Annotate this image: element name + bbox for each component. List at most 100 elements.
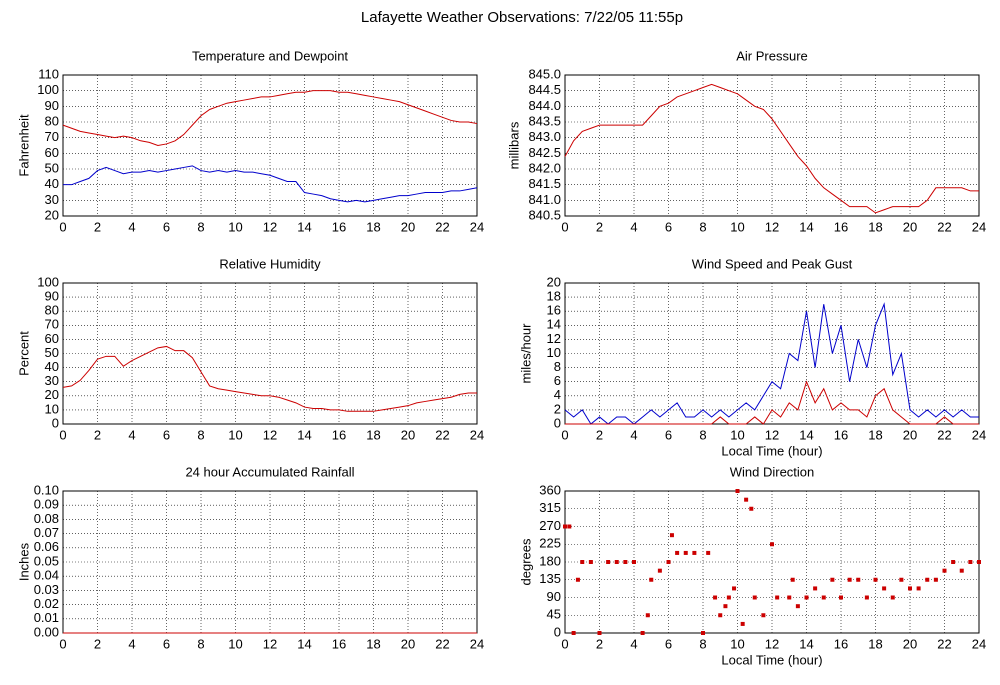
chart-title: Air Pressure xyxy=(736,48,808,63)
x-tick-label: 24 xyxy=(972,219,986,234)
data-point xyxy=(968,560,973,564)
data-point xyxy=(588,560,593,564)
data-point xyxy=(933,577,938,582)
x-tick-label: 4 xyxy=(128,427,135,442)
data-point xyxy=(804,595,809,600)
y-tick-label: 8 xyxy=(554,359,561,374)
data-point xyxy=(744,497,749,502)
x-tick-label: 22 xyxy=(937,427,951,442)
data-point xyxy=(951,560,956,564)
x-tick-label: 0 xyxy=(59,219,66,234)
x-tick-label: 24 xyxy=(470,636,484,651)
data-point xyxy=(813,586,818,591)
x-tick-label: 14 xyxy=(799,219,813,234)
x-tick-label: 10 xyxy=(730,219,744,234)
data-point xyxy=(873,577,878,582)
plot-frame xyxy=(62,282,478,425)
chart-title: Wind Speed and Peak Gust xyxy=(692,256,853,271)
x-tick-label: 24 xyxy=(972,427,986,442)
y-tick-label: 0 xyxy=(554,624,561,639)
y-tick-label: 270 xyxy=(539,518,561,533)
x-tick-label: 12 xyxy=(765,427,779,442)
y-tick-label: 18 xyxy=(547,289,561,304)
data-line xyxy=(62,90,478,147)
x-tick-label: 10 xyxy=(730,427,744,442)
data-point xyxy=(959,568,964,573)
x-tick-label: 24 xyxy=(470,427,484,442)
plot-frame xyxy=(564,74,980,217)
y-axis-label: Inches xyxy=(16,542,31,581)
x-tick-label: 6 xyxy=(163,636,170,651)
x-tick-label: 8 xyxy=(699,636,706,651)
x-tick-label: 4 xyxy=(128,636,135,651)
y-tick-label: 0.04 xyxy=(34,568,59,583)
x-tick-label: 20 xyxy=(903,427,917,442)
data-point xyxy=(977,560,981,564)
x-tick-label: 12 xyxy=(765,636,779,651)
x-tick-label: 16 xyxy=(834,427,848,442)
page-title: Lafayette Weather Observations: 7/22/05 … xyxy=(361,9,683,26)
y-tick-label: 100 xyxy=(37,82,59,97)
data-point xyxy=(669,533,674,538)
data-point xyxy=(790,577,795,582)
x-tick-label: 6 xyxy=(163,427,170,442)
y-tick-label: 6 xyxy=(554,373,561,388)
data-point xyxy=(606,560,611,564)
data-point xyxy=(740,621,745,626)
x-tick-label: 22 xyxy=(937,219,951,234)
x-tick-label: 16 xyxy=(332,427,346,442)
y-tick-label: 0.10 xyxy=(34,482,59,497)
x-axis-label: Local Time (hour) xyxy=(721,443,822,458)
y-tick-label: 100 xyxy=(37,274,59,289)
data-line xyxy=(565,380,979,425)
y-tick-label: 0.09 xyxy=(34,497,59,512)
x-axis-label: Local Time (hour) xyxy=(721,652,822,667)
x-tick-label: 2 xyxy=(596,636,603,651)
data-point xyxy=(916,586,921,591)
x-tick-label: 14 xyxy=(297,427,311,442)
x-tick-label: 0 xyxy=(59,427,66,442)
plot-frame xyxy=(62,74,478,217)
y-tick-label: 842.0 xyxy=(528,160,561,175)
x-tick-label: 18 xyxy=(868,636,882,651)
y-tick-label: 50 xyxy=(45,345,59,360)
y-tick-label: 70 xyxy=(45,129,59,144)
data-point xyxy=(563,524,567,529)
data-point xyxy=(732,586,737,591)
y-tick-label: 0.02 xyxy=(34,596,59,611)
y-tick-label: 0.01 xyxy=(34,610,59,625)
x-tick-label: 20 xyxy=(401,219,415,234)
x-tick-label: 8 xyxy=(197,427,204,442)
chart-title: Temperature and Dewpoint xyxy=(192,48,348,63)
data-point xyxy=(821,595,826,600)
data-line xyxy=(63,165,478,203)
x-tick-label: 24 xyxy=(470,219,484,234)
data-point xyxy=(856,577,861,582)
x-tick-label: 22 xyxy=(435,636,449,651)
y-tick-label: 90 xyxy=(45,98,59,113)
y-tick-label: 110 xyxy=(38,66,59,81)
y-tick-label: 0.00 xyxy=(34,624,59,639)
data-point xyxy=(735,489,740,493)
x-tick-label: 6 xyxy=(665,636,672,651)
x-tick-label: 8 xyxy=(699,427,706,442)
x-tick-label: 20 xyxy=(401,636,415,651)
x-tick-label: 22 xyxy=(435,427,449,442)
data-point xyxy=(847,577,852,582)
x-tick-label: 0 xyxy=(561,219,568,234)
y-tick-label: 840.5 xyxy=(528,207,561,222)
data-point xyxy=(645,613,650,618)
y-axis-label: miles/hour xyxy=(518,323,533,384)
x-tick-label: 12 xyxy=(263,427,277,442)
data-point xyxy=(723,604,728,609)
y-tick-label: 841.0 xyxy=(528,192,561,207)
x-tick-label: 20 xyxy=(903,219,917,234)
x-tick-label: 18 xyxy=(868,219,882,234)
data-point xyxy=(571,631,576,635)
data-point xyxy=(649,577,654,582)
x-tick-label: 4 xyxy=(630,636,637,651)
data-point xyxy=(718,613,723,618)
x-tick-label: 24 xyxy=(972,636,986,651)
data-point xyxy=(795,604,800,609)
data-line xyxy=(564,83,979,214)
